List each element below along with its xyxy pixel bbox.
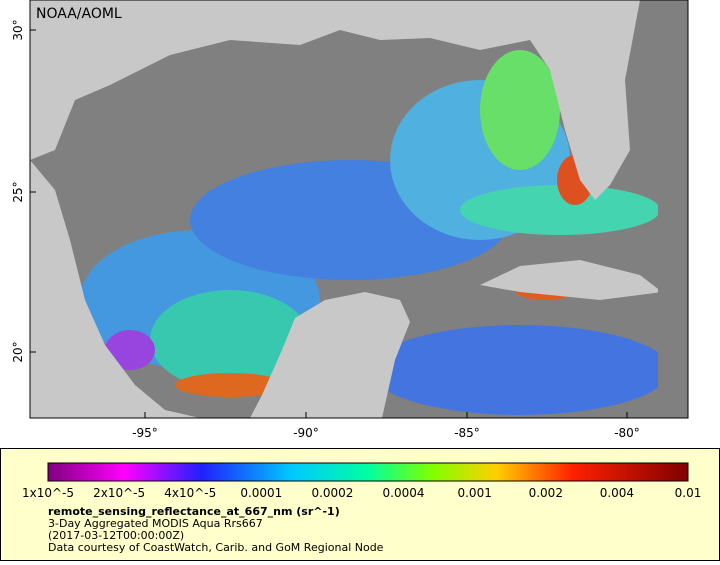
lat-tick-label: 30° <box>11 19 25 40</box>
credit: NOAA/AOML <box>36 6 122 22</box>
lat-tick-label: 20° <box>11 341 25 362</box>
colorbar-tick-label: 1x10^-5 <box>22 486 74 500</box>
lon-tick-label: -85° <box>454 426 480 440</box>
colorbar-tick-label: 0.0004 <box>383 486 425 500</box>
colorbar-tick-label: 0.0001 <box>240 486 282 500</box>
land-mexico <box>30 160 200 418</box>
colorbar-tick-label: 0.01 <box>675 486 702 500</box>
colorbar-tick-label: 2x10^-5 <box>93 486 145 500</box>
land-yucatan <box>250 292 410 418</box>
land-cuba <box>480 260 662 300</box>
map-frame <box>29 0 689 419</box>
colorbar-tick-label: 0.004 <box>600 486 634 500</box>
colorbar-tick-label: 0.001 <box>457 486 491 500</box>
legend-time: (2017-03-12T00:00:00Z) <box>48 529 184 542</box>
no-data <box>658 0 688 418</box>
legend-title: remote_sensing_reflectance_at_667_nm (sr… <box>48 505 340 518</box>
reflectance-field <box>80 50 670 415</box>
land-north <box>30 0 640 200</box>
lat-tick-label: 25° <box>11 181 25 202</box>
colorbar <box>47 462 689 482</box>
lon-tick-label: -80° <box>614 426 640 440</box>
colorbar-tick-label: 0.002 <box>529 486 563 500</box>
axis-ticks: 30° 25° 20° -95° -90° -85° -80° <box>11 19 640 440</box>
lon-tick-label: -90° <box>293 426 319 440</box>
legend-source: Data courtesy of CoastWatch, Carib. and … <box>48 541 384 554</box>
colorbar-ticks: 1x10^-5 2x10^-5 4x10^-5 0.0001 0.0002 0.0004 0… <box>22 486 701 500</box>
colorbar-tick-label: 0.0002 <box>311 486 353 500</box>
colorbar-tick-label: 4x10^-5 <box>164 486 216 500</box>
legend-subtitle: 3-Day Aggregated MODIS Aqua Rrs667 <box>48 517 263 530</box>
map: NOAA/AOML <box>30 0 688 418</box>
lon-tick-label: -95° <box>132 426 158 440</box>
